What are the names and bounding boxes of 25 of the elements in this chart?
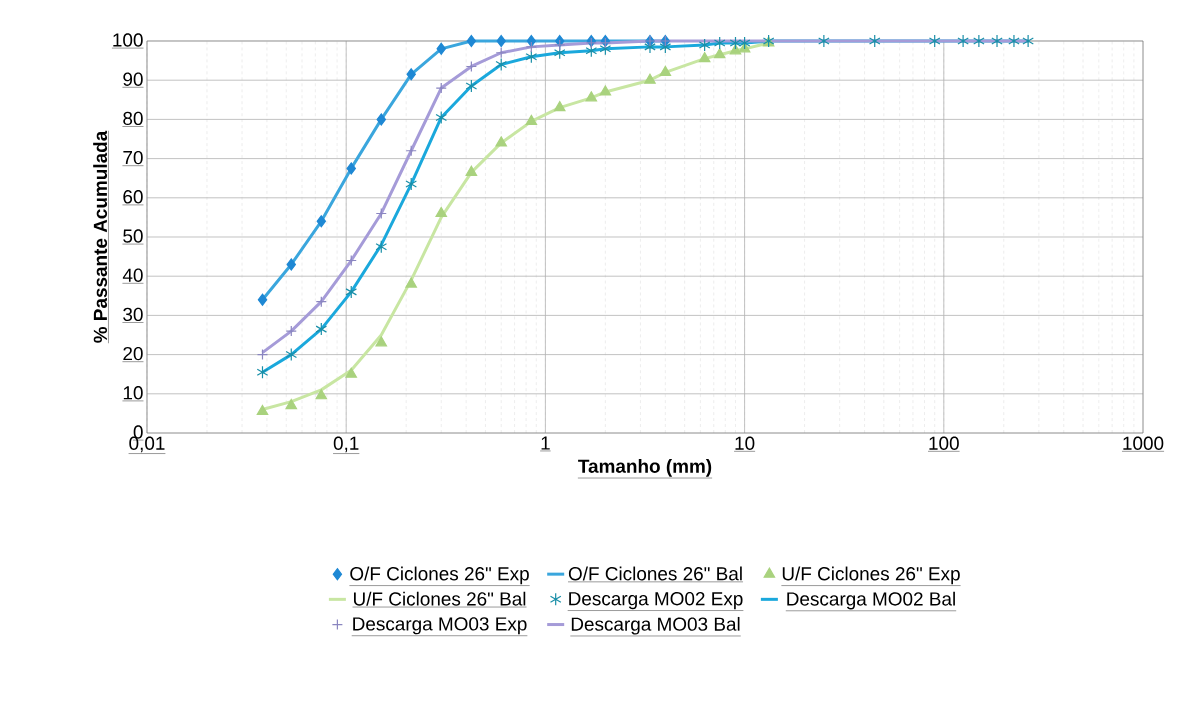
y-tick-label: 30 [123,307,143,322]
y-axis-title: % Passante Acumulada [93,130,108,343]
x-tick-label: 0,1 [333,436,359,453]
legend-label: Descarga MO02 Bal [787,591,955,610]
x-tick-label: 10 [735,436,755,450]
legend-label: Descarga MO02 Exp [569,591,743,610]
legend-label: Descarga MO03 Bal [571,616,740,635]
legend-label: O/F Ciclones 26" Bal [568,566,742,581]
y-tick-label: 100 [113,33,143,47]
y-tick-label: 50 [123,229,143,243]
y-tick-label: 10 [123,386,143,400]
y-tick-label: 60 [123,190,143,204]
y-tick-label: 70 [123,150,143,165]
legend-label: O/F Ciclones 26" Exp [350,566,529,585]
y-tick-label: 80 [123,111,143,126]
x-tick-label: 100 [929,436,959,450]
x-tick-label: 1 [541,436,550,450]
x-tick-label: 1000 [1123,436,1164,450]
x-axis-title: Tamanho (mm) [578,458,712,477]
legend-label: Descarga MO03 Exp [353,617,527,635]
y-tick-label: 20 [123,346,143,361]
y-tick-label: 90 [123,72,143,86]
legend-label: U/F Ciclones 26" Bal [353,591,526,606]
legend-label: U/F Ciclones 26" Exp [782,566,960,585]
y-tick-label: 40 [122,268,143,282]
